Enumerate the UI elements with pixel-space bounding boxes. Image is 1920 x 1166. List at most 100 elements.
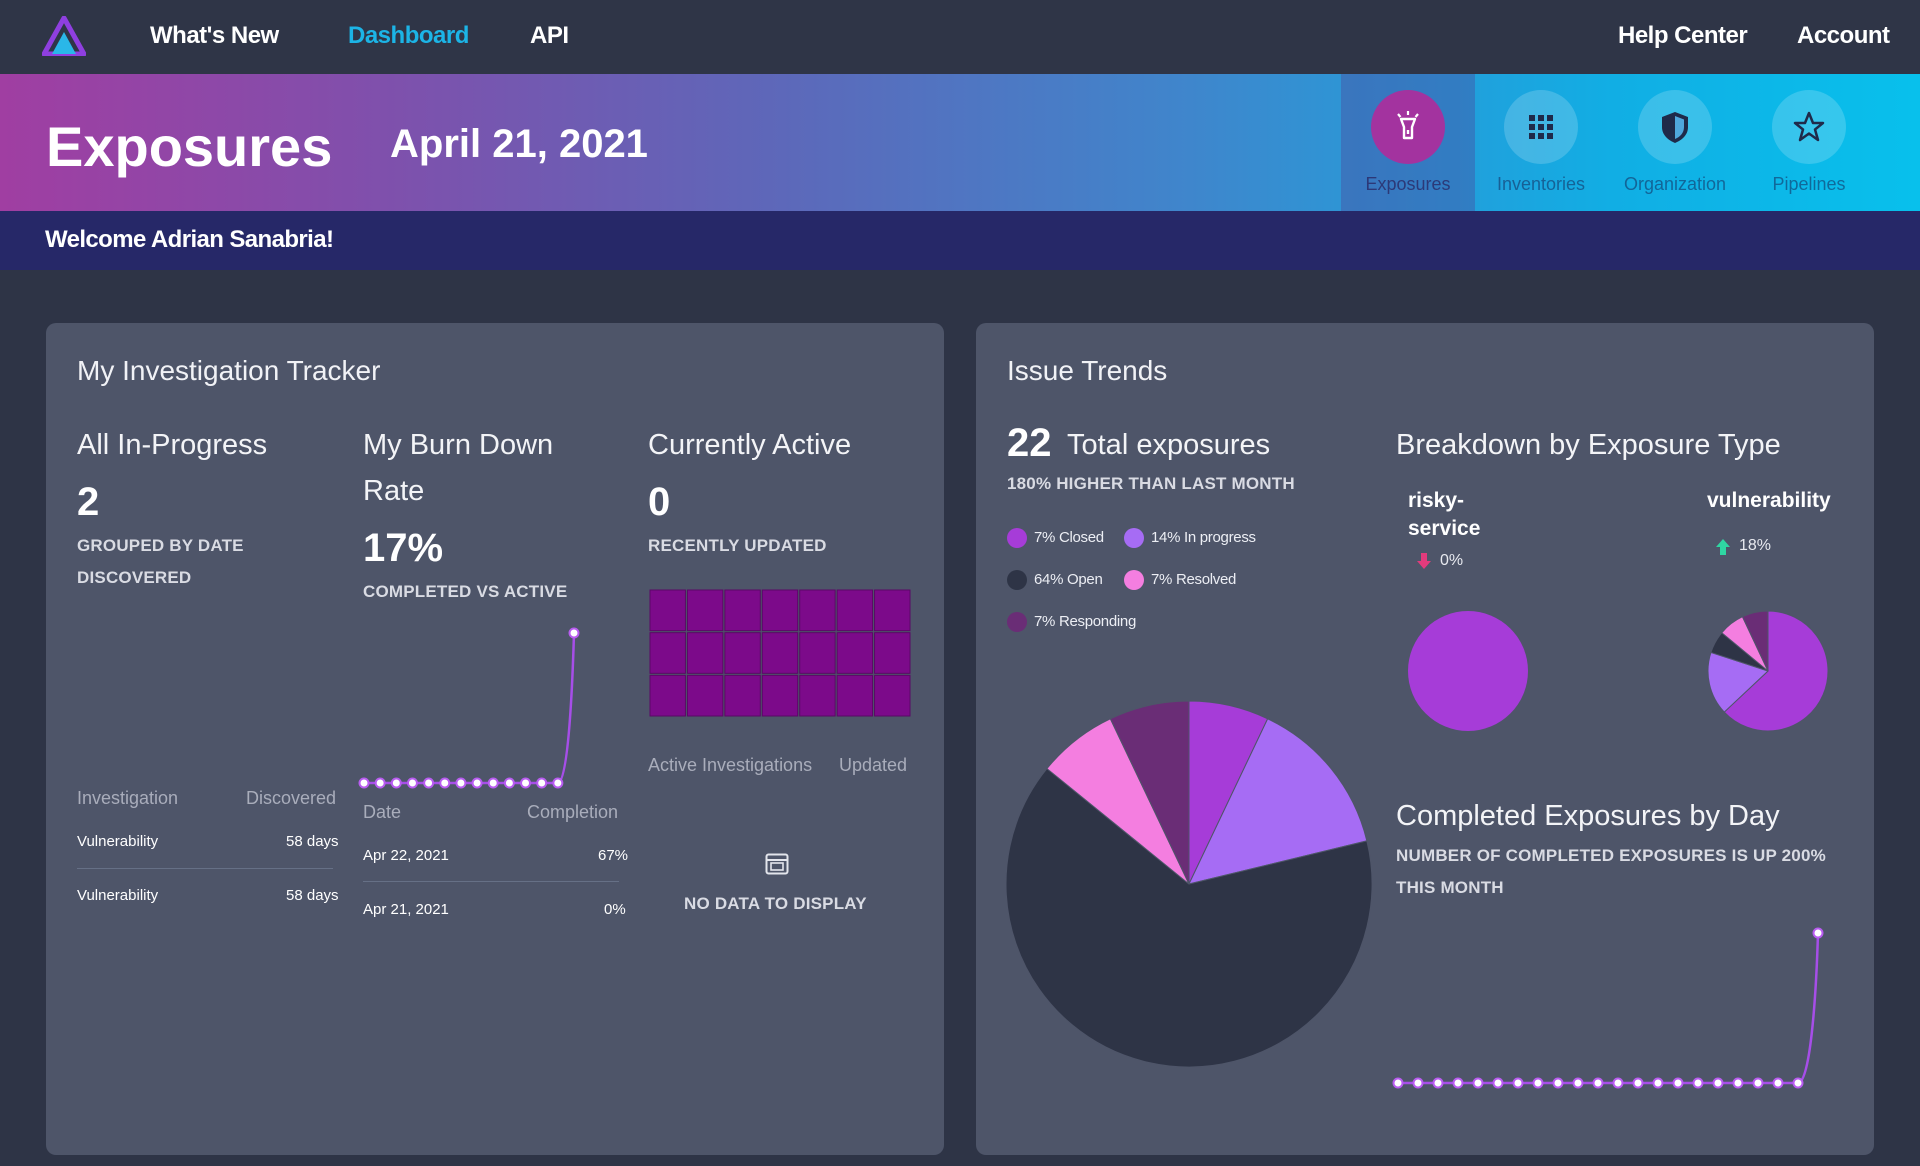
tab-exposures[interactable]: Exposures — [1341, 74, 1475, 211]
data-point — [503, 777, 515, 789]
heatmap-cell — [649, 589, 686, 632]
arrow-up-icon — [1716, 539, 1730, 555]
tab-inventories-label: Inventories — [1496, 174, 1586, 194]
legend-item-open[interactable]: 64% Open — [1034, 571, 1103, 588]
tab-organization-label: Organization — [1623, 174, 1727, 194]
data-point — [374, 777, 386, 789]
legend-item-closed[interactable]: 7% Closed — [1034, 529, 1104, 546]
heatmap-cell — [836, 632, 874, 674]
issue-status-pie-chart — [1005, 700, 1373, 1068]
type-label-vulnerability: vulnerability — [1707, 489, 1831, 512]
data-point — [536, 777, 548, 789]
series-line — [364, 632, 576, 785]
nav-dashboard[interactable]: Dashboard — [348, 22, 469, 49]
data-point — [1732, 1077, 1744, 1089]
pie-slice-responding — [1741, 610, 1769, 672]
heatmap-cell — [686, 632, 724, 674]
nav-help-center[interactable]: Help Center — [1618, 22, 1748, 49]
heatmap-cell — [724, 674, 761, 717]
heatmap-cell — [761, 589, 799, 632]
in-progress-heading: All In-Progress — [77, 429, 268, 461]
risky-service-change: 0% — [1440, 552, 1464, 569]
empty-table-icon — [765, 853, 789, 875]
nav-account[interactable]: Account — [1797, 22, 1890, 49]
data-point — [471, 777, 483, 789]
data-point — [1712, 1077, 1724, 1089]
heatmap-cell — [761, 674, 799, 717]
tab-organization[interactable]: Organization — [1608, 74, 1742, 211]
arrow-down-icon — [1417, 553, 1431, 569]
completed-by-day-line-chart — [1392, 927, 1824, 1089]
issue-trends-panel: Issue Trends 22 Total exposures 180% HIG… — [976, 323, 1874, 1155]
top-nav: What's New Dashboard API Help Center Acc… — [0, 0, 1920, 74]
table-cell[interactable]: Vulnerability — [77, 833, 159, 850]
legend-item-responding[interactable]: 7% Responding — [1034, 613, 1137, 630]
breakdown-heading: Breakdown by Exposure Type — [1396, 429, 1781, 461]
nav-api[interactable]: API — [530, 22, 569, 49]
investigation-tracker-panel: My Investigation Tracker All In-Progress… — [46, 323, 944, 1155]
column-header-updated[interactable]: Updated — [839, 755, 908, 775]
data-point — [487, 777, 499, 789]
tab-inventories[interactable]: Inventories — [1474, 74, 1608, 211]
legend-swatch — [1007, 612, 1027, 632]
column-header-completion[interactable]: Completion — [527, 802, 619, 822]
brand-logo[interactable] — [42, 16, 86, 56]
data-point — [1632, 1077, 1644, 1089]
burn-down-rate: 17% — [363, 526, 444, 570]
column-header-investigation[interactable]: Investigation — [77, 788, 179, 808]
data-point — [1792, 1077, 1804, 1089]
heatmap-cell — [799, 674, 836, 717]
total-exposures-caption: 180% HIGHER THAN LAST MONTH — [1007, 474, 1295, 493]
burn-down-line-chart — [358, 627, 580, 789]
in-progress-caption: GROUPED BY DATE — [77, 536, 244, 555]
legend-item-resolved[interactable]: 7% Resolved — [1151, 571, 1237, 588]
burn-down-heading: Rate — [363, 475, 425, 507]
shield-icon — [1638, 90, 1712, 164]
column-header-discovered[interactable]: Discovered — [246, 788, 337, 808]
data-point — [568, 627, 580, 639]
data-point — [1752, 1077, 1764, 1089]
heatmap-cell — [724, 632, 761, 674]
data-point — [1572, 1077, 1584, 1089]
in-progress-caption: DISCOVERED — [77, 568, 192, 587]
series-line — [1398, 932, 1820, 1085]
page-title: Exposures — [46, 115, 333, 178]
page-date: April 21, 2021 — [390, 122, 648, 166]
data-point — [455, 777, 467, 789]
column-header-date[interactable]: Date — [363, 802, 402, 822]
data-point — [1772, 1077, 1784, 1089]
burn-down-heading: My Burn Down — [363, 429, 554, 461]
column-header-active-investigations[interactable]: Active Investigations — [648, 755, 813, 775]
table-cell[interactable]: Apr 21, 2021 — [363, 901, 449, 918]
data-point — [1492, 1077, 1504, 1089]
burn-down-caption: COMPLETED VS ACTIVE — [363, 582, 568, 601]
tab-pipelines[interactable]: Pipelines — [1742, 74, 1876, 211]
panel-title: My Investigation Tracker — [77, 355, 381, 386]
heatmap-cell — [874, 589, 911, 632]
welcome-message: Welcome Adrian Sanabria! — [45, 226, 334, 253]
active-count: 0 — [648, 480, 671, 524]
data-point — [1412, 1077, 1424, 1089]
nav-whats-new[interactable]: What's New — [150, 22, 279, 49]
data-point — [1652, 1077, 1664, 1089]
legend-item-in-progress[interactable]: 14% In progress — [1151, 529, 1256, 546]
pie-slice-closed — [1723, 610, 1829, 732]
pie-slice-open — [1005, 767, 1373, 1068]
pie-slice-risky-service — [1408, 611, 1528, 731]
row-divider — [77, 868, 333, 869]
data-point — [1392, 1077, 1404, 1089]
table-cell[interactable]: Apr 22, 2021 — [363, 847, 449, 864]
data-point — [1532, 1077, 1544, 1089]
active-heading: Currently Active — [648, 429, 852, 461]
heatmap-cell — [836, 674, 874, 717]
no-data-message: NO DATA TO DISPLAY — [684, 894, 867, 913]
heatmap-cell — [649, 674, 686, 717]
table-cell: 58 days — [286, 833, 339, 850]
data-point — [1512, 1077, 1524, 1089]
pie-slice-in-progress — [1707, 651, 1769, 713]
table-cell[interactable]: Vulnerability — [77, 887, 159, 904]
risky-service-pie-chart — [1408, 611, 1528, 731]
flashlight-icon — [1371, 90, 1445, 164]
type-label-risky-service: risky- — [1408, 489, 1465, 512]
star-icon — [1772, 90, 1846, 164]
